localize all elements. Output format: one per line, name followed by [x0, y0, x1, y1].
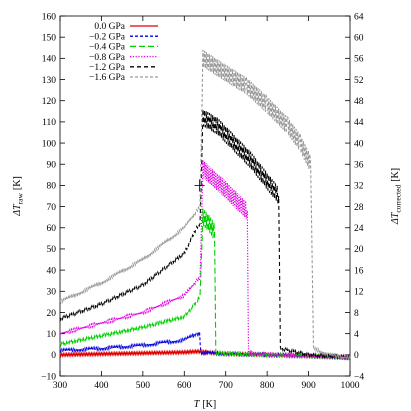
y-axis-right-title: ΔTcorrected [K] [390, 168, 403, 225]
y-left-tick-label: 20 [47, 309, 57, 319]
y-left-tick-label: 90 [47, 161, 57, 171]
y-axis-left: −10 0 10 20 30 40 50 60 70 80 90 100 110 120 130 140 150… [41, 12, 65, 382]
series-line-5 [59, 49, 351, 361]
y-left-tick-label: 10 [47, 330, 57, 340]
y-left-tick-label: 130 [42, 76, 57, 86]
x-tick-label: 600 [177, 381, 192, 391]
y-left-tick-label: 60 [47, 224, 57, 234]
y-axis-right-title-unit: [K] [390, 168, 401, 182]
legend-label: 0.0 GPa [94, 22, 125, 32]
x-tick-label: 1000 [341, 381, 360, 391]
y-right-tick-label: 36 [354, 161, 364, 171]
y-right-tick-label: 52 [354, 76, 364, 86]
y-axis-right-title-sub: corrected [394, 185, 403, 213]
y-axis-right-title-main: ΔT [390, 211, 401, 225]
y-left-tick-label: 40 [47, 266, 57, 276]
series-line-4 [59, 109, 351, 361]
y-left-tick-label: 140 [42, 55, 57, 65]
y-right-tick-label: 20 [354, 245, 364, 255]
y-left-tick-label: 160 [42, 12, 57, 22]
y-axis-left-title-sub: raw [16, 193, 25, 205]
y-right-tick-label: 8 [354, 309, 359, 319]
y-right-tick-label: 40 [354, 139, 364, 149]
legend-label: −1.2 GPa [89, 63, 126, 73]
x-tick-label: 900 [301, 381, 316, 391]
y-axis-left-title: ΔTraw [K] [12, 176, 25, 217]
legend: 0.0 GPa−0.2 GPa−0.4 GPa−0.8 GPa−1.2 GPa−… [89, 22, 158, 83]
y-right-tick-label: 0 [354, 351, 359, 361]
legend-label: −0.4 GPa [89, 43, 126, 53]
x-axis-title-unit: [K] [202, 399, 216, 410]
y-right-tick-label: 44 [354, 118, 364, 128]
y-axis-left-title-main: ΔT [12, 203, 23, 217]
y-left-tick-label: 150 [42, 33, 57, 43]
x-axis-title-main: T [194, 399, 201, 410]
series-layer [59, 49, 351, 361]
y-right-tick-label: 4 [354, 330, 359, 340]
y-right-tick-label: 16 [354, 266, 364, 276]
y-left-tick-label: −10 [41, 372, 56, 382]
y-left-tick-label: 100 [42, 139, 57, 149]
series-line-1 [59, 330, 351, 361]
y-left-tick-label: 120 [42, 97, 57, 107]
y-axis-left-title-unit: [K] [12, 176, 23, 190]
x-tick-label: 300 [53, 381, 68, 391]
y-right-tick-label: 56 [354, 55, 364, 65]
x-axis: 300 400 500 600 700 800 900 1000 [53, 16, 360, 391]
x-tick-label: 800 [260, 381, 275, 391]
y-right-tick-label: 12 [354, 288, 364, 298]
legend-label: −1.6 GPa [89, 73, 126, 83]
y-left-tick-label: 50 [47, 245, 57, 255]
y-right-tick-label: −4 [354, 372, 364, 382]
x-axis-title: T [K] [194, 399, 216, 410]
y-right-tick-label: 64 [354, 12, 364, 22]
x-tick-label: 700 [219, 381, 234, 391]
legend-label: −0.8 GPa [89, 53, 126, 63]
x-tick-label: 500 [136, 381, 151, 391]
y-left-tick-label: 110 [42, 118, 56, 128]
series-line-3 [59, 159, 351, 361]
y-right-tick-label: 32 [354, 182, 364, 192]
y-left-tick-label: 70 [47, 203, 57, 213]
y-left-tick-label: 0 [51, 351, 56, 361]
series-line-2 [59, 208, 351, 361]
y-left-tick-label: 30 [47, 288, 57, 298]
y-left-tick-label: 80 [47, 182, 57, 192]
y-right-tick-label: 28 [354, 203, 364, 213]
legend-label: −0.2 GPa [89, 32, 126, 42]
y-right-tick-label: 60 [354, 33, 364, 43]
y-right-tick-label: 24 [354, 224, 364, 234]
x-tick-label: 400 [94, 381, 109, 391]
y-right-tick-label: 48 [354, 97, 364, 107]
plot-frame [59, 15, 351, 377]
